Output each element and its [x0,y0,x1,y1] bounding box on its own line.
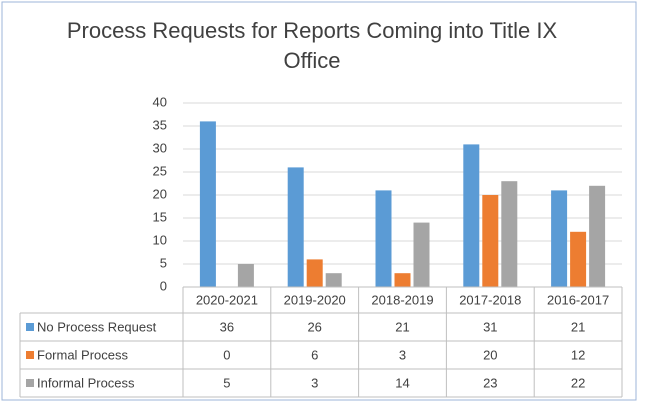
y-tick-label: 10 [153,232,167,247]
bar [306,259,323,287]
x-tick-label: 2016-2017 [547,292,609,307]
x-tick-label: 2019-2020 [284,292,346,307]
x-tick-label: 2018-2019 [371,292,433,307]
table-cell: 0 [223,347,230,362]
table-cell: 14 [395,375,409,390]
y-tick-label: 35 [153,117,167,132]
bar [237,264,254,287]
legend-label: Formal Process [37,347,129,362]
table-cell: 3 [399,347,406,362]
table-cell: 12 [571,347,585,362]
chart-frame [1,1,637,401]
legend-label: No Process Request [37,319,157,334]
bar [551,190,568,287]
y-tick-label: 30 [153,140,167,155]
bar [287,167,304,287]
y-tick-label: 20 [153,186,167,201]
x-tick-label: 2017-2018 [459,292,521,307]
table-cell: 23 [483,375,497,390]
bar [482,195,499,287]
y-tick-label: 0 [160,278,167,293]
y-tick-label: 5 [160,255,167,270]
x-tick-label: 2020-2021 [196,292,258,307]
bar [325,273,342,287]
legend-label: Informal Process [37,375,135,390]
table-cell: 21 [395,319,409,334]
table-cell: 36 [220,319,234,334]
chart-title: Process Requests for Reports Coming into… [66,18,558,73]
table-cell: 31 [483,319,497,334]
table-cell: 3 [311,375,318,390]
table-cell: 26 [307,319,321,334]
bar [199,121,216,288]
bar [570,231,587,287]
y-tick-label: 15 [153,209,167,224]
legend-swatch [26,351,34,359]
bar [394,273,411,287]
y-tick-label: 25 [153,163,167,178]
table-cell: 20 [483,347,497,362]
table-cell: 5 [223,375,230,390]
bar [463,144,480,287]
legend-swatch [26,323,34,331]
bar [375,190,392,287]
bar [413,222,430,287]
table-cell: 22 [571,375,585,390]
y-tick-label: 40 [153,94,167,109]
table-cell: 21 [571,319,585,334]
bar [501,181,518,287]
legend-swatch [26,379,34,387]
bar [589,185,606,287]
table-cell: 6 [311,347,318,362]
